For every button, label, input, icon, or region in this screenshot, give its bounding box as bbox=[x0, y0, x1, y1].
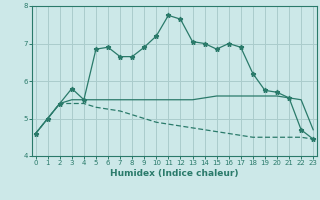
X-axis label: Humidex (Indice chaleur): Humidex (Indice chaleur) bbox=[110, 169, 239, 178]
